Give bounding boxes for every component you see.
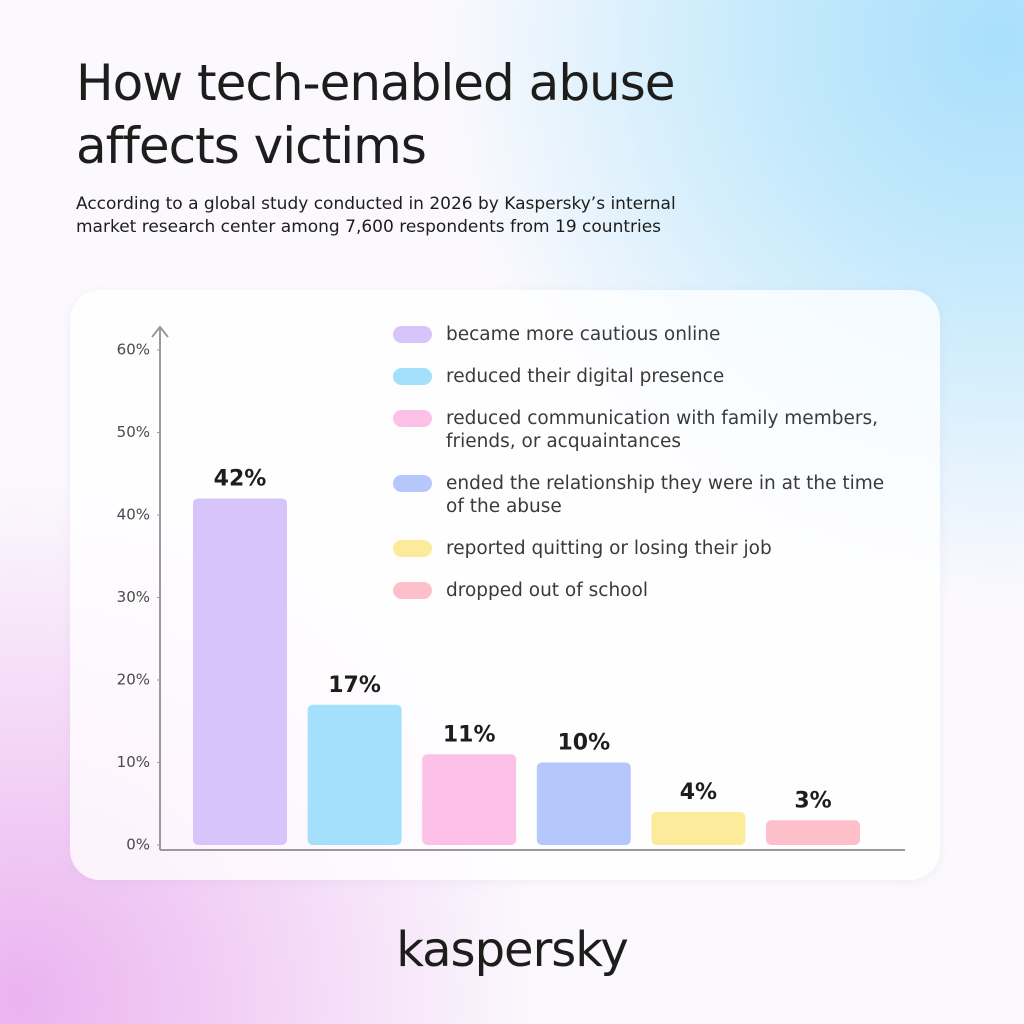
value-label: 17% (328, 673, 381, 698)
legend-item: reduced communication with family member… (393, 407, 913, 453)
value-label: 4% (680, 780, 717, 805)
legend: became more cautious online reduced their… (393, 323, 913, 602)
value-label: 3% (794, 788, 831, 813)
subtitle: According to a global study conducted in… (76, 194, 676, 237)
legend-label: reduced communication with family member… (446, 408, 878, 452)
axis-arrow (151, 325, 169, 338)
legend-label: reduced their digital presence (446, 366, 725, 387)
y-tick-label: 10% (117, 753, 150, 771)
value-label: 11% (443, 722, 496, 747)
brand-logo: kaspersky (396, 922, 629, 978)
legend-label: ended the relationship they were in at t… (446, 473, 885, 517)
y-tick-label: 30% (117, 588, 150, 606)
y-tick-label: 50% (117, 423, 150, 441)
bar (193, 498, 287, 845)
y-tick-label: 40% (117, 506, 150, 524)
legend-swatch (393, 326, 432, 343)
y-tick-label: 60% (117, 341, 150, 359)
legend-swatch (393, 540, 432, 557)
legend-swatch (393, 475, 432, 492)
bar (307, 704, 402, 845)
title: How tech-enabled abuse affects victims (76, 54, 676, 175)
legend-item: dropped out of school (393, 579, 913, 602)
bar (651, 812, 746, 845)
legend-item: reported quitting or losing their job (393, 537, 913, 560)
bar (536, 762, 631, 845)
bar (422, 754, 517, 845)
legend-label: reported quitting or losing their job (446, 538, 772, 559)
legend-swatch (393, 410, 432, 427)
legend-swatch (393, 582, 432, 599)
value-label: 10% (557, 731, 610, 756)
legend-label: dropped out of school (446, 580, 648, 601)
value-label: 42% (214, 467, 267, 492)
y-tick-label: 20% (117, 671, 150, 689)
legend-item: became more cautious online (393, 323, 913, 346)
legend-item: ended the relationship they were in at t… (393, 472, 913, 518)
bar (766, 820, 860, 845)
y-tick-label: 0% (126, 836, 150, 854)
legend-swatch (393, 368, 432, 385)
legend-label: became more cautious online (446, 324, 721, 345)
legend-item: reduced their digital presence (393, 365, 913, 388)
